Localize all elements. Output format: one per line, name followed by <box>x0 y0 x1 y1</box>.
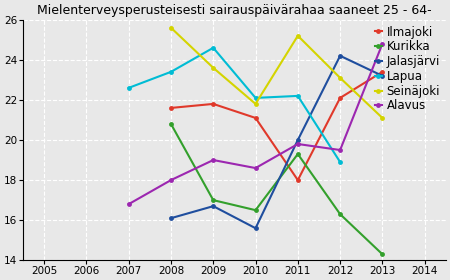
Title: Mielenterveysperusteisesti sairauspäivärahaa saaneet 25 - 64-: Mielenterveysperusteisesti sairauspäivär… <box>37 4 432 17</box>
Legend: Ilmajoki, Kurikka, Jalasjärvi, Lapua, Seinäjoki, Alavus: Ilmajoki, Kurikka, Jalasjärvi, Lapua, Se… <box>374 26 440 113</box>
